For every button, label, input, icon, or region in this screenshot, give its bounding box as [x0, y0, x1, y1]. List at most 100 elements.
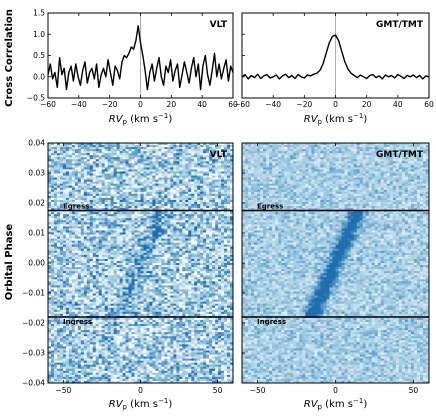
heatmap-cell — [98, 230, 103, 233]
heatmap-cell — [155, 216, 159, 219]
heatmap-cell — [125, 303, 129, 307]
heatmap-cell — [98, 151, 103, 154]
heatmap-cell — [68, 275, 73, 278]
heatmap-cell — [48, 283, 52, 286]
heatmap-cell — [146, 173, 150, 176]
heatmap-cell — [215, 153, 219, 156]
heatmap-cell — [71, 250, 76, 254]
heatmap-cell — [197, 143, 201, 146]
heatmap-cell — [158, 232, 162, 235]
heatmap-cell — [218, 246, 222, 250]
heatmap-cell — [206, 244, 210, 248]
heatmap-cell — [185, 289, 189, 292]
heatmap-cell — [98, 299, 103, 303]
heatmap-cell — [104, 218, 109, 221]
heatmap-cell — [173, 212, 177, 215]
heatmap-cell — [215, 230, 219, 233]
heatmap-cell — [170, 197, 174, 201]
heatmap-cell — [185, 191, 189, 195]
heatmap-cell — [155, 149, 159, 152]
heatmap-cell — [83, 218, 88, 221]
heatmap-cell — [224, 228, 228, 231]
heatmap-cell — [230, 297, 234, 301]
heatmap-cell — [221, 252, 225, 256]
heatmap-cell — [203, 271, 207, 274]
heatmap-cell — [179, 145, 183, 148]
heatmap-cell — [53, 169, 58, 172]
heatmap-cell — [77, 252, 82, 256]
heatmap-cell — [188, 183, 192, 187]
heatmap-cell — [110, 187, 115, 191]
heatmap-cell — [200, 297, 204, 301]
heatmap-cell — [176, 220, 180, 223]
heatmap-cell — [146, 216, 150, 219]
heatmap-cell — [89, 297, 94, 301]
heatmap-cell — [221, 256, 225, 260]
heatmap-cell — [65, 191, 70, 195]
heatmap-cell — [227, 153, 231, 156]
heatmap-cell — [68, 271, 73, 274]
heatmap-cell — [74, 277, 79, 280]
heatmap-cell — [221, 185, 225, 189]
heatmap-cell — [224, 232, 228, 235]
heatmap-cell — [113, 177, 118, 181]
heatmap-cell — [62, 204, 67, 207]
heatmap-cell — [143, 299, 147, 303]
heatmap-cell — [53, 214, 58, 217]
heatmap-cell — [62, 206, 67, 209]
heatmap-cell — [110, 295, 115, 298]
heatmap-cell — [116, 260, 121, 264]
heatmap-cell — [161, 263, 165, 266]
heatmap-cell — [92, 252, 97, 256]
heatmap-cell — [203, 195, 207, 199]
heatmap-cell — [50, 281, 55, 284]
heatmap-cell — [143, 216, 147, 219]
heatmap-cell — [203, 155, 207, 158]
heatmap-cell — [188, 283, 192, 286]
heatmap-cell — [164, 199, 168, 203]
heatmap-cell — [215, 183, 219, 187]
heatmap-cell — [92, 147, 97, 150]
heatmap-cell — [128, 295, 132, 298]
heatmap-cell — [134, 271, 138, 274]
heatmap-cell — [227, 204, 231, 207]
heatmap-cell — [197, 295, 201, 298]
heatmap-cell — [71, 232, 76, 235]
heatmap-cell — [215, 220, 219, 223]
heatmap-cell — [48, 222, 52, 225]
heatmap-cell — [131, 175, 135, 178]
heatmap-cell — [65, 230, 70, 233]
heatmap-cell — [110, 220, 115, 223]
heatmap-cell — [113, 230, 118, 233]
heatmap-cell — [128, 175, 132, 178]
heatmap-cell — [206, 238, 210, 242]
heatmap-cell — [98, 214, 103, 217]
heatmap-cell — [161, 197, 165, 201]
heatmap-cell — [170, 149, 174, 152]
heatmap-cell — [95, 199, 100, 203]
heatmap-cell — [152, 216, 156, 219]
heatmap-cell — [125, 199, 129, 203]
heatmap-cell — [71, 189, 76, 193]
heatmap-cell — [62, 299, 67, 303]
heatmap-cell — [71, 291, 76, 294]
heatmap-cell — [101, 271, 106, 274]
heatmap-cell — [146, 204, 150, 207]
heatmap-cell — [230, 222, 234, 225]
heatmap-cell — [215, 224, 219, 227]
heatmap-cell — [83, 269, 88, 272]
heatmap-cell — [77, 149, 82, 152]
heatmap-cell — [92, 218, 97, 221]
heatmap-cell — [170, 179, 174, 183]
heatmap-cell — [101, 301, 106, 305]
heatmap-cell — [53, 254, 58, 258]
heatmap-cell — [116, 191, 121, 195]
heatmap-cell — [158, 177, 162, 181]
heatmap-cell — [104, 252, 109, 256]
heatmap-cell — [173, 206, 177, 209]
heatmap-cell — [101, 258, 106, 262]
heatmap-cell — [74, 181, 79, 185]
heatmap-cell — [86, 273, 91, 276]
heatmap-cell — [128, 165, 132, 168]
